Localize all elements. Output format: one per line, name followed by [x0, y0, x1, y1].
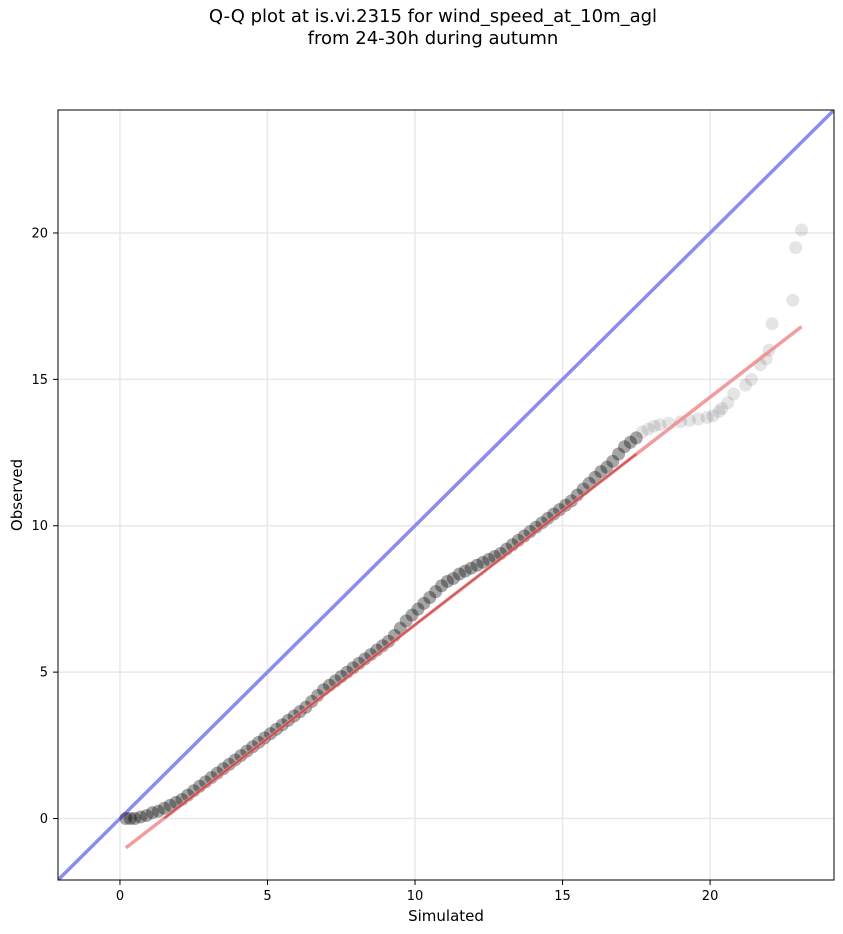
data-point	[246, 740, 260, 754]
data-point	[623, 435, 637, 449]
x-tick-label: 15	[554, 889, 571, 904]
data-point	[140, 809, 154, 823]
data-point	[712, 405, 726, 419]
data-point	[145, 806, 159, 820]
data-point	[151, 804, 165, 818]
y-tick-label: 0	[40, 812, 48, 827]
data-point	[629, 431, 643, 445]
data-point	[119, 812, 133, 826]
data-point	[588, 470, 602, 484]
x-axis-ticks: 0 5 10 15 20	[116, 880, 719, 904]
data-point	[470, 558, 484, 572]
data-point	[458, 564, 472, 578]
data-point	[691, 412, 705, 426]
identity-line	[58, 110, 834, 880]
data-points	[119, 223, 809, 826]
chart-title-line-1: Q-Q plot at is.vi.2315 for wind_speed_at…	[208, 6, 658, 27]
data-point	[653, 418, 667, 432]
x-axis-label: Simulated	[408, 907, 484, 925]
data-point	[618, 440, 632, 454]
y-axis-label: Observed	[8, 459, 26, 531]
data-point	[600, 460, 614, 474]
data-point	[765, 317, 779, 331]
data-point	[594, 465, 608, 479]
data-point	[641, 422, 655, 436]
data-point	[744, 372, 758, 386]
data-point	[606, 454, 620, 468]
data-point	[715, 402, 729, 416]
data-point	[727, 387, 741, 401]
chart-title-line-2: from 24-30h during autumn	[307, 28, 559, 49]
y-tick-label: 5	[40, 666, 48, 681]
data-point	[476, 555, 490, 569]
data-point	[405, 608, 419, 622]
data-point	[647, 419, 661, 433]
data-point	[411, 602, 425, 616]
data-point	[452, 567, 466, 581]
data-point	[252, 735, 266, 749]
data-point	[423, 590, 437, 604]
data-point	[786, 293, 800, 307]
data-point	[738, 378, 752, 392]
data-point	[399, 614, 413, 628]
data-point	[157, 801, 171, 815]
data-point	[417, 596, 431, 610]
data-point	[446, 571, 460, 585]
data-point	[134, 810, 148, 824]
chart-title: Q-Q plot at is.vi.2315 for wind_speed_at…	[0, 6, 843, 50]
identity-line-segment	[58, 110, 834, 880]
x-tick-label: 10	[407, 889, 424, 904]
x-tick-label: 0	[116, 889, 124, 904]
x-tick-label: 5	[263, 889, 271, 904]
data-point	[305, 694, 319, 708]
data-point	[564, 494, 578, 508]
fit-line	[124, 325, 803, 850]
plot-frame	[57, 109, 835, 881]
data-point	[700, 410, 714, 424]
data-point	[240, 744, 254, 758]
data-point	[128, 812, 142, 826]
data-point	[612, 447, 626, 461]
data-point	[429, 585, 443, 599]
data-point	[482, 552, 496, 566]
data-point	[234, 749, 248, 763]
y-tick-label: 10	[31, 519, 48, 534]
data-point	[721, 396, 735, 410]
data-point	[163, 798, 177, 812]
fit-line-dense-overlap	[163, 453, 637, 820]
y-tick-label: 20	[31, 226, 48, 241]
y-axis-ticks: 0 5 10 15 20	[31, 226, 58, 827]
grid	[58, 110, 834, 880]
data-point	[795, 223, 809, 237]
data-point	[558, 498, 572, 512]
data-point	[789, 241, 803, 255]
data-point	[440, 574, 454, 588]
data-point	[464, 561, 478, 575]
y-tick-label: 15	[31, 373, 48, 388]
data-point	[706, 409, 720, 423]
data-point	[435, 579, 449, 593]
x-tick-label: 20	[702, 889, 719, 904]
data-point	[635, 425, 649, 439]
data-point	[123, 812, 137, 826]
